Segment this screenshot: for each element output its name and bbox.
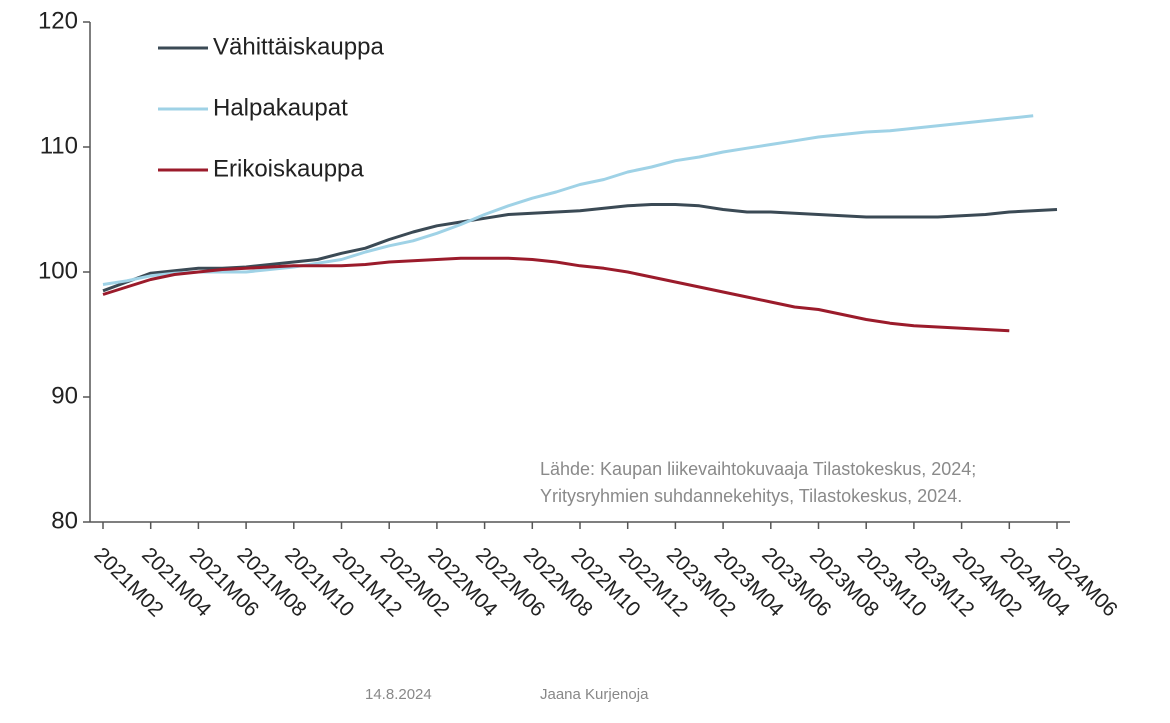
series-line xyxy=(102,256,1010,333)
y-tick-label: 80 xyxy=(51,507,78,534)
y-tick-label: 110 xyxy=(40,132,78,159)
legend-label: Halpakaupat xyxy=(213,94,348,121)
annotation: Yritysryhmien suhdannekehitys, Tilastoke… xyxy=(540,486,962,506)
footer-author: Jaana Kurjenoja xyxy=(540,686,649,703)
y-tick-label: 120 xyxy=(38,7,78,34)
series-line xyxy=(102,203,1058,293)
legend-label: Vähittäiskauppa xyxy=(213,33,384,60)
annotation: Lähde: Kaupan liikevaihtokuvaaja Tilasto… xyxy=(540,459,976,479)
y-tick-label: 100 xyxy=(38,257,78,284)
footer-date: 14.8.2024 xyxy=(365,686,432,703)
legend-label: Erikoiskauppa xyxy=(213,155,364,182)
y-tick-label: 90 xyxy=(51,382,78,409)
series-line xyxy=(102,114,1034,286)
